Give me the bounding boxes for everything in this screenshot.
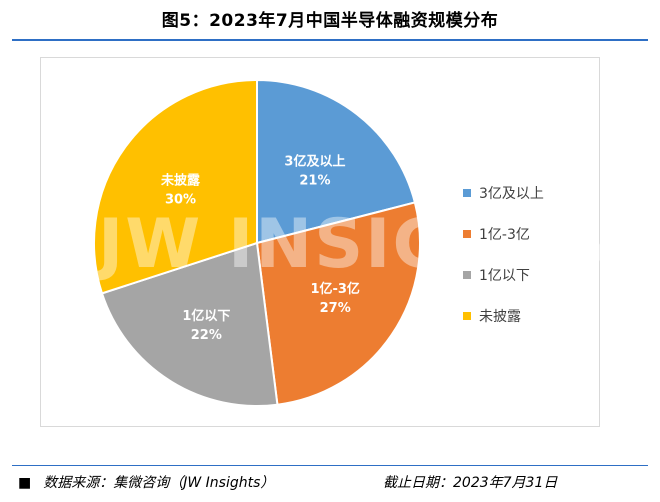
legend-swatch <box>463 188 471 197</box>
date-label: 截止日期： <box>383 475 453 491</box>
chart-title: 图5：2023年7月中国半导体融资规模分布 <box>161 11 499 31</box>
source-label: 数据来源： <box>43 475 114 491</box>
slice-label-value: 27% <box>320 301 351 316</box>
slice-label-value: 30% <box>165 192 196 207</box>
legend-swatch <box>463 270 471 279</box>
slice-label-category: 3亿及以上 <box>284 153 345 169</box>
cutoff-date: 截止日期：2023年7月31日 <box>383 472 557 492</box>
legend-label: 3亿及以上 <box>479 185 544 202</box>
pie-labels: 3亿及以上 21% 1亿-3亿 27% 1亿以下 22% 未披露 30% <box>160 153 360 343</box>
chart-legend: 3亿及以上 1亿-3亿 1亿以下 未披露 <box>463 172 593 336</box>
pie-slice-1 <box>256 78 417 245</box>
slice-label-value: 22% <box>191 328 222 343</box>
slice-label-category: 未披露 <box>160 172 201 188</box>
legend-item-under-1yi: 1亿以下 <box>463 254 593 295</box>
black-square-icon: ■ <box>18 475 32 491</box>
legend-item-3yi-plus: 3亿及以上 <box>463 172 593 213</box>
legend-label: 未披露 <box>479 308 521 325</box>
pie-slices <box>93 78 421 407</box>
footer: ■ 数据来源：集微咨询（JW Insights） 截止日期：2023年7月31日 <box>18 472 648 492</box>
slice-label-category: 1亿-3亿 <box>310 281 360 297</box>
slice-label-value: 21% <box>299 173 330 188</box>
legend-swatch <box>463 311 471 320</box>
footer-divider <box>12 465 648 466</box>
watermark-logo: JW INSIGHTS <box>98 205 609 284</box>
pie-slice-2 <box>255 201 421 406</box>
legend-item-undisclosed: 未披露 <box>463 295 593 336</box>
pie-slice-3 <box>100 241 279 407</box>
slice-label-category: 1亿以下 <box>182 308 230 324</box>
legend-label: 1亿-3亿 <box>479 226 530 243</box>
pie-slice-4 <box>93 78 258 295</box>
title-divider <box>12 39 648 41</box>
legend-item-1-3yi: 1亿-3亿 <box>463 213 593 254</box>
source-value: 集微咨询（JW Insights） <box>113 475 275 491</box>
legend-swatch <box>463 229 471 238</box>
date-value: 2023年7月31日 <box>453 475 558 491</box>
legend-label: 1亿以下 <box>479 267 530 284</box>
